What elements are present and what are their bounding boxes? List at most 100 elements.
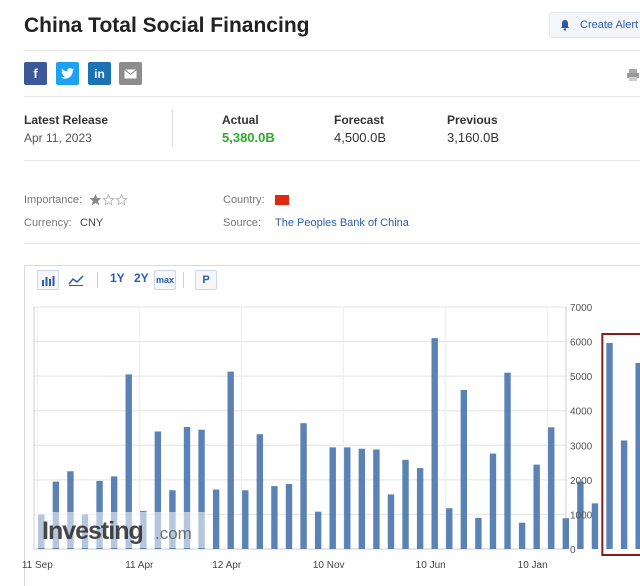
bar[interactable] (606, 342, 613, 549)
y-tick-label: 1000 (570, 510, 593, 521)
watermark-suffix: .com (155, 524, 192, 543)
y-tick-label: 5000 (570, 372, 593, 383)
page-title: China Total Social Financing (24, 14, 310, 37)
divider (24, 243, 640, 244)
facebook-icon: f (33, 66, 38, 81)
linkedin-share-button[interactable]: in (88, 62, 111, 85)
bar[interactable] (183, 426, 191, 549)
bar[interactable] (125, 374, 132, 549)
importance-stars (89, 194, 128, 206)
bar[interactable] (577, 481, 584, 549)
bar[interactable] (373, 449, 380, 549)
bar[interactable] (402, 459, 409, 549)
importance-label: Importance: (24, 194, 83, 206)
actual-value: 5,380.0B (222, 130, 275, 145)
x-tick-label: 11 Sep (22, 560, 53, 571)
bar[interactable] (431, 338, 438, 549)
bar[interactable] (212, 489, 220, 549)
bar[interactable] (416, 468, 424, 549)
y-tick-label: 3000 (570, 441, 593, 452)
divider (24, 96, 640, 97)
bar[interactable] (344, 447, 351, 549)
bar[interactable] (314, 511, 322, 549)
forecast-value: 4,500.0B (334, 130, 387, 145)
divider (24, 160, 640, 161)
line-chart-toggle[interactable] (65, 270, 87, 290)
bar[interactable] (256, 434, 264, 549)
source-link[interactable]: The Peoples Bank of China (275, 217, 409, 229)
bar-chart-toggle[interactable] (37, 270, 59, 290)
x-tick-label: 11 Apr (125, 560, 154, 571)
bar[interactable] (504, 372, 511, 549)
watermark-bg (36, 512, 206, 548)
bar[interactable] (198, 429, 205, 549)
previous-value: 3,160.0B (447, 130, 500, 145)
actual-label: Actual (222, 113, 259, 127)
previous-label: Previous (447, 113, 498, 127)
bar[interactable] (387, 494, 395, 549)
linkedin-icon: in (94, 66, 105, 81)
line-chart-icon (68, 274, 84, 286)
forecast-label: Forecast (334, 113, 385, 127)
bar[interactable] (533, 464, 540, 549)
y-tick-label: 6000 (570, 338, 593, 349)
range-max-button[interactable]: max (154, 270, 176, 290)
bar[interactable] (271, 486, 278, 549)
divider (172, 110, 173, 147)
latest-release-label: Latest Release (24, 113, 109, 127)
star-empty-icon (115, 194, 128, 206)
bar[interactable] (329, 447, 336, 549)
latest-release-date: Apr 11, 2023 (24, 131, 92, 145)
range-2y-button[interactable]: 2Y (134, 271, 149, 285)
bar[interactable] (358, 448, 366, 549)
x-tick-label: 10 Jan (518, 560, 548, 571)
star-filled-icon (89, 194, 102, 206)
twitter-icon (61, 68, 74, 79)
chart-panel (24, 265, 640, 586)
currency-label: Currency: (24, 217, 72, 229)
divider (24, 50, 640, 51)
bar[interactable] (620, 440, 628, 549)
y-tick-label: 0 (570, 545, 576, 556)
x-tick-label: 10 Nov (313, 560, 345, 571)
bar[interactable] (154, 431, 162, 549)
currency-value: CNY (80, 217, 104, 229)
y-tick-label: 7000 (570, 303, 593, 314)
create-alert-button[interactable]: Create Alert (549, 12, 640, 38)
highlight-box (601, 333, 640, 556)
bar[interactable] (446, 508, 453, 549)
x-tick-label: 12 Apr (212, 560, 242, 571)
print-icon[interactable] (626, 68, 640, 82)
bar[interactable] (562, 518, 570, 549)
toolbar-separator (183, 272, 184, 288)
source-label: Source: (223, 217, 261, 229)
bar[interactable] (285, 484, 293, 549)
bar[interactable] (489, 453, 497, 549)
twitter-share-button[interactable] (56, 62, 79, 85)
bar[interactable] (518, 522, 526, 549)
star-empty-icon (102, 194, 115, 206)
watermark-brand: Investing (42, 517, 143, 545)
bar[interactable] (548, 427, 555, 549)
bell-icon (561, 20, 569, 31)
bar[interactable] (635, 363, 640, 549)
toolbar-separator (97, 272, 98, 288)
facebook-share-button[interactable]: f (24, 62, 47, 85)
bar[interactable] (227, 371, 234, 549)
bar[interactable] (242, 490, 249, 549)
bar[interactable] (67, 471, 74, 549)
y-tick-label: 2000 (570, 476, 593, 487)
bar-chart-icon (42, 275, 55, 286)
bar[interactable] (460, 389, 468, 549)
bar[interactable] (591, 503, 599, 549)
p-button[interactable]: P (195, 270, 217, 290)
bar[interactable] (475, 517, 482, 549)
y-tick-label: 4000 (570, 407, 593, 418)
china-flag-icon (275, 195, 289, 205)
country-label: Country: (223, 194, 265, 206)
x-tick-label: 10 Jun (416, 560, 446, 571)
bar[interactable] (300, 423, 307, 549)
email-share-button[interactable] (119, 62, 142, 85)
range-1y-button[interactable]: 1Y (110, 271, 125, 285)
